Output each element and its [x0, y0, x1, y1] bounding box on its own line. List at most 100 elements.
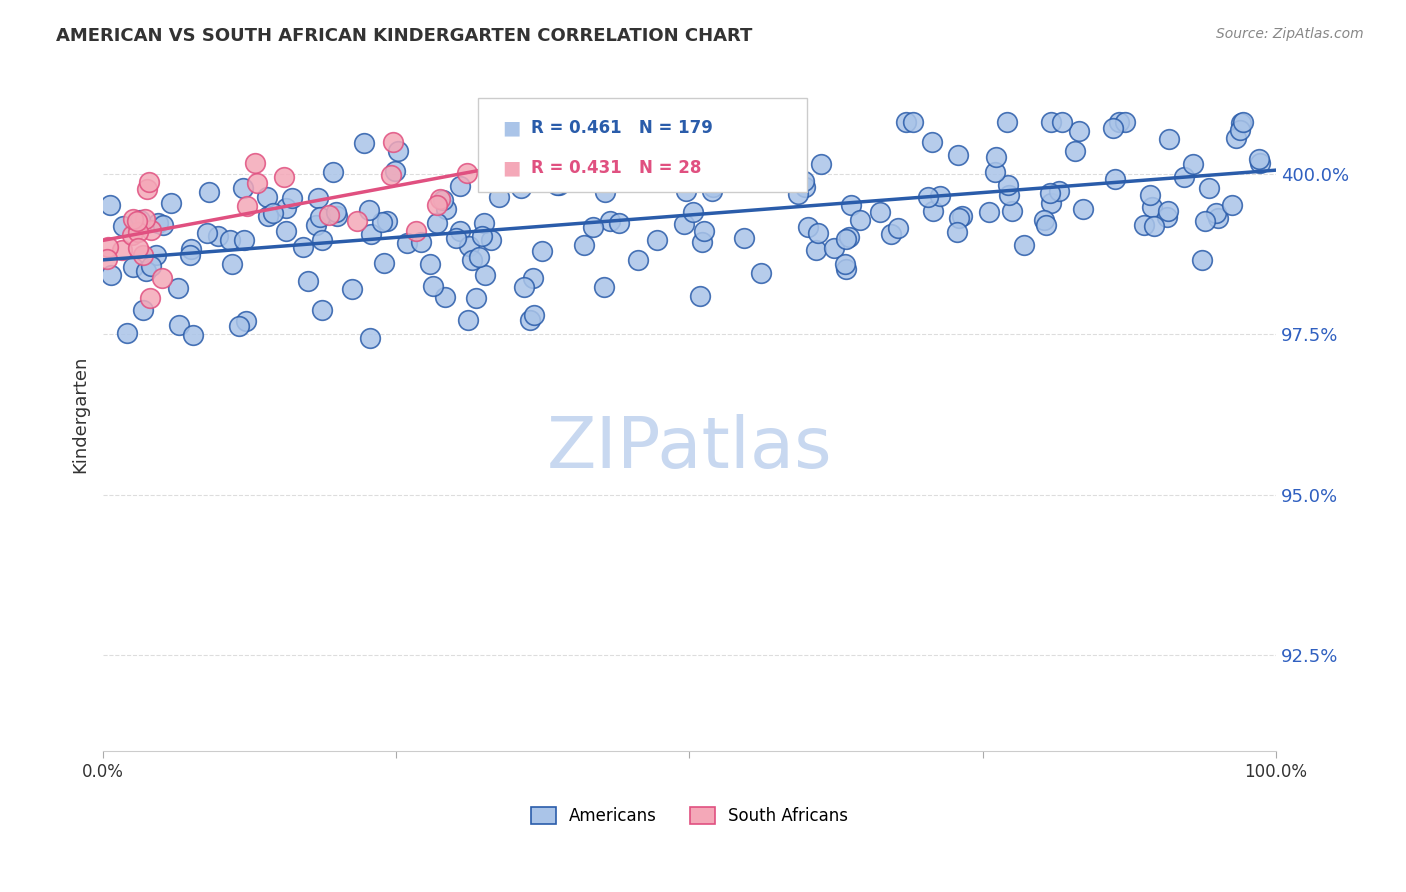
Americans [1104, 172, 1126, 186]
Americans [921, 135, 943, 149]
Americans [1039, 186, 1062, 201]
Americans [1069, 124, 1091, 138]
South Africans [141, 223, 163, 237]
Americans [419, 257, 441, 271]
Americans [695, 156, 717, 170]
South Africans [125, 214, 148, 228]
Americans [1114, 115, 1136, 129]
Americans [581, 220, 603, 235]
South Africans [380, 168, 402, 182]
Americans [645, 233, 668, 247]
Americans [627, 252, 650, 267]
Americans [1191, 253, 1213, 268]
Americans [979, 204, 1001, 219]
Text: ■: ■ [502, 119, 520, 137]
Americans [1198, 181, 1220, 195]
Americans [1052, 115, 1074, 129]
South Africans [127, 241, 149, 255]
Americans [522, 270, 544, 285]
Americans [322, 165, 344, 179]
Americans [135, 264, 157, 278]
Americans [146, 216, 169, 230]
Americans [281, 190, 304, 204]
Americans [257, 209, 280, 223]
Americans [232, 181, 254, 195]
Americans [195, 226, 218, 240]
Americans [1032, 213, 1054, 227]
Americans [309, 211, 332, 225]
Americans [160, 196, 183, 211]
Americans [1232, 115, 1254, 129]
Americans [375, 213, 398, 227]
Americans [183, 328, 205, 343]
Americans [834, 257, 856, 271]
Americans [256, 190, 278, 204]
Americans [132, 302, 155, 317]
South Africans [346, 214, 368, 228]
South Africans [236, 199, 259, 213]
South Africans [138, 291, 160, 305]
South Africans [426, 198, 449, 212]
Americans [1108, 115, 1130, 129]
Americans [574, 238, 596, 252]
Americans [262, 206, 284, 220]
South Africans [97, 240, 120, 254]
Americans [880, 227, 903, 241]
Text: R = 0.431   N = 28: R = 0.431 N = 28 [531, 160, 702, 178]
Americans [449, 223, 471, 237]
Americans [232, 233, 254, 247]
Americans [1142, 200, 1164, 214]
South Africans [246, 176, 269, 190]
Americans [1159, 131, 1181, 145]
Americans [946, 148, 969, 162]
South Africans [96, 252, 118, 267]
Americans [235, 314, 257, 328]
South Africans [429, 192, 451, 206]
Americans [1132, 218, 1154, 232]
Americans [325, 204, 347, 219]
Americans [707, 174, 730, 188]
Text: ■: ■ [502, 159, 520, 178]
Americans [986, 150, 1008, 164]
Americans [984, 165, 1007, 179]
Americans [221, 257, 243, 271]
Americans [457, 313, 479, 327]
Americans [749, 266, 772, 280]
Text: R = 0.461   N = 179: R = 0.461 N = 179 [531, 119, 713, 137]
Americans [886, 221, 908, 235]
Americans [672, 217, 695, 231]
Americans [411, 235, 433, 249]
South Africans [111, 243, 134, 257]
Americans [1001, 203, 1024, 218]
Americans [1229, 122, 1251, 136]
Americans [422, 279, 444, 293]
Americans [946, 225, 969, 239]
Americans [785, 164, 807, 178]
Americans [180, 242, 202, 256]
Americans [129, 212, 152, 227]
Americans [1220, 198, 1243, 212]
Americans [122, 260, 145, 274]
Y-axis label: Kindergarten: Kindergarten [72, 356, 89, 473]
Americans [228, 319, 250, 334]
Americans [307, 191, 329, 205]
Americans [179, 248, 201, 262]
Americans [145, 248, 167, 262]
Americans [807, 226, 830, 240]
Americans [531, 244, 554, 259]
Americans [548, 178, 571, 192]
South Africans [405, 224, 427, 238]
Americans [326, 209, 349, 223]
Americans [810, 157, 832, 171]
Americans [207, 229, 229, 244]
Americans [139, 259, 162, 273]
Americans [510, 180, 533, 194]
Americans [465, 291, 488, 305]
Americans [426, 216, 449, 230]
Americans [948, 211, 970, 226]
Americans [692, 224, 714, 238]
Americans [1249, 156, 1271, 170]
Americans [292, 240, 315, 254]
Americans [700, 184, 723, 198]
Americans [1064, 144, 1087, 158]
